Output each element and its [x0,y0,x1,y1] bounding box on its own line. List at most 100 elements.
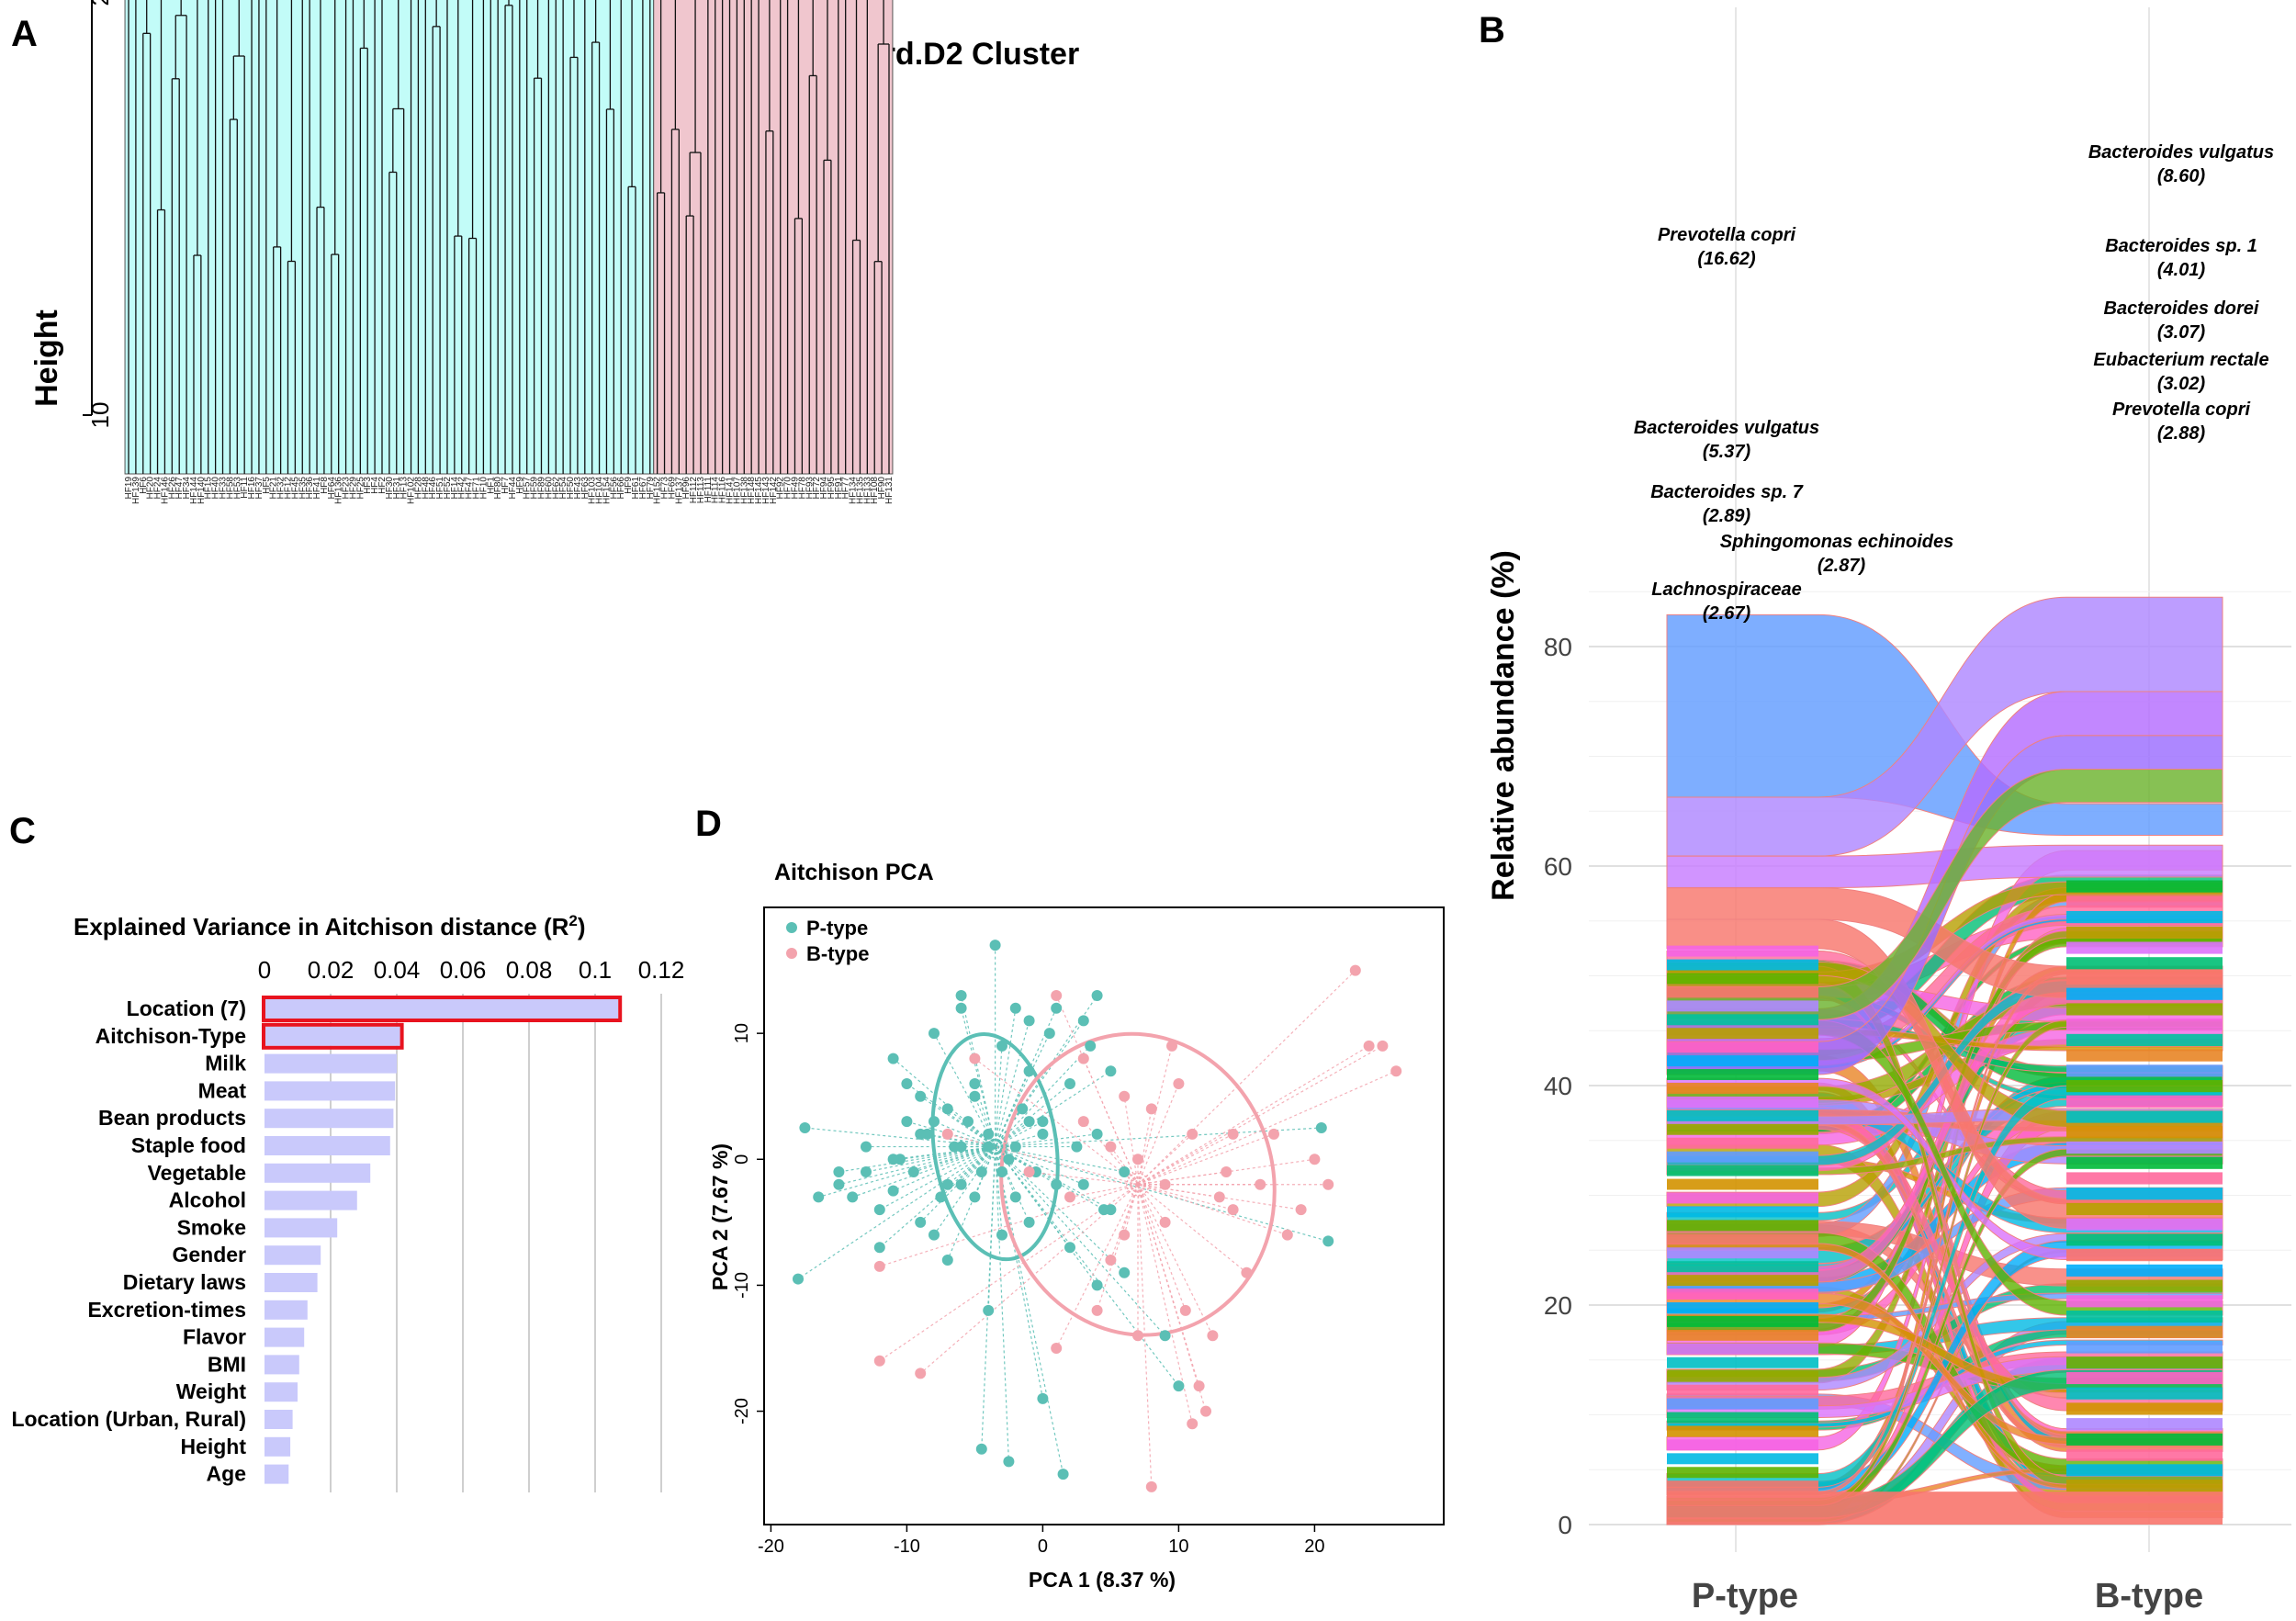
alluvial-stratum-b [2066,1188,2223,1200]
pca-point-p-type [989,940,1001,951]
dendrogram-y-tick-label: 20 [86,0,114,6]
dendrogram-leaf-label: HF41 [312,477,322,500]
pca-spoke [1055,995,1139,1185]
dendrogram-leaf-label: HF9 [624,477,634,494]
pca-ticks: -20 -10 0 10 20 -20 -10 0 10 [732,1023,1325,1557]
dendrogram-leaf-label: HF114 [711,477,721,504]
alluvial-flow [1666,1148,2223,1508]
pca-spoke [947,1146,996,1186]
pca-spoke [879,1184,1139,1267]
p-type-taxon-name: Sphingomonas echinoides [1720,532,1953,552]
alluvial-stratum-b [2066,1264,2223,1277]
alluvial-stratum-p [1667,945,1818,957]
pca-spoke [797,1146,996,1280]
dendrogram-leaf-label: HF14 [450,477,460,500]
alluvial-stratum-b [2066,1110,2223,1123]
dendrogram-leaf-label: HF12 [283,477,293,500]
dendrogram-leaf-label: HF19 [124,477,134,500]
alluvial-flows [1666,596,2223,1525]
pca-spoke [995,1007,1017,1147]
pca-spoke [995,1146,1125,1274]
legend-marker-b-type [786,948,797,959]
variance-category-label: Aitchison-Type [96,1024,246,1048]
alluvial-stratum-b [2066,1003,2223,1016]
alluvial-stratum-p [1667,1425,1818,1437]
dendrogram-leaf-label: HF5 [262,477,272,494]
pca-point-b-type [1227,1128,1239,1140]
dendrogram-leaf-label: HF73 [660,477,670,500]
pca-x-tick-label: 10 [1168,1537,1188,1557]
pca-point-p-type [929,1116,940,1128]
pca-spoke [893,1058,996,1148]
alluvial-stratum-b [2066,1033,2223,1046]
pca-point-p-type [1009,1141,1021,1153]
pca-title: Aitchison PCA [774,860,934,885]
p-type-taxon-name: Bacteroides sp. 7 [1650,482,1804,502]
pca-point-p-type [887,1053,899,1064]
pca-point-p-type [929,1028,940,1040]
pca-spoke [995,1146,1003,1173]
pca-point-p-type [1043,1028,1055,1040]
pca-spoke [1069,1184,1139,1199]
alluvial-stratum-p [1667,1356,1818,1368]
dendrogram-leaf-label: HF95 [827,477,837,500]
alluvial-stratum-b [2066,941,2223,954]
alluvial-stratum-p [1667,1439,1818,1451]
dendrogram-leaf-label: HF44 [508,477,518,500]
alluvial-y-label: Relative abundance (%) [1486,550,1521,901]
dendrogram-leaf-label: HF139 [131,477,141,504]
pca-point-p-type [1009,1191,1021,1203]
variance-bar [264,1190,357,1210]
dendrogram-leaf-label: HF137 [674,477,684,504]
pca-point-p-type [969,1078,981,1089]
dendrogram-leaf-label: HF31 [392,477,402,500]
alluvial-y-ticks: 0 20 40 60 80 [1544,633,1572,1539]
variance-title-end: ) [578,913,586,940]
pca-point-p-type [955,990,967,1001]
pca-point-b-type [1200,1405,1211,1417]
dendrogram-leaf-label: HF29 [348,477,358,500]
panel-label-b: B [1479,10,1505,51]
pca-point-p-type [1003,1154,1015,1165]
pca-spoke [947,1146,996,1261]
pca-point-b-type [1159,1178,1171,1190]
dendrogram-leaf-label: HF60 [544,477,554,500]
dendrogram-leaf-label: HF144 [189,477,199,504]
alluvial-stratum-b [2066,1095,2223,1108]
alluvial-stratum-p [1667,1467,1818,1479]
variance-category-label: Dietary laws [123,1270,246,1294]
alluvial-stratum-b [2066,1387,2223,1400]
alluvial-stratum-b [2066,1249,2223,1262]
pca-point-p-type [1064,1078,1075,1089]
pca-y-tick-label: 0 [732,1154,752,1165]
dendrogram-y-axis: 102030405060708090 [83,0,114,428]
variance-bar [264,1026,400,1046]
dendrogram-leaf-label: HF20 [146,477,156,500]
dendrogram-leaf-label: HF134 [849,477,859,504]
dendrogram-leaf-label: HF49 [790,477,800,500]
pca-point-p-type [941,1255,953,1266]
pca-point-p-type [935,1191,947,1203]
dendrogram-leaf-label: HF133 [862,477,872,504]
pca-spoke [919,1096,996,1148]
variance-x-tick-label: 0.1 [579,956,612,984]
pca-spoke [1137,1184,1166,1223]
alluvial-stratum-p [1667,1261,1818,1273]
b-type-taxon-name: Bacteroides dorei [2104,298,2259,319]
p-type-taxon-value: (2.89) [1703,506,1751,526]
variance-bar [264,1081,396,1101]
variance-category-label: Staple food [131,1133,246,1157]
pca-point-p-type [1105,1204,1117,1216]
alluvial-y-tick-label: 0 [1558,1511,1572,1539]
dendrogram-leaf-label: HF142 [769,477,779,504]
dendrogram-leaf-label: HF25 [355,477,366,500]
variance-category-label: Alcohol [169,1188,246,1212]
pca-point-b-type [1255,1178,1266,1190]
alluvial-y-tick-label: 80 [1544,633,1572,661]
dendrogram-leaf-label: HF24 [153,477,163,500]
alluvial-flow [1666,1119,2223,1448]
stage-label-p-type: P-type [1692,1577,1798,1615]
pca-spoke [919,1146,996,1223]
alluvial-stratum-p [1667,1123,1818,1135]
dendrogram-panel: Aitchison distance, Ward.D2 Cluster 1020… [29,0,1079,504]
